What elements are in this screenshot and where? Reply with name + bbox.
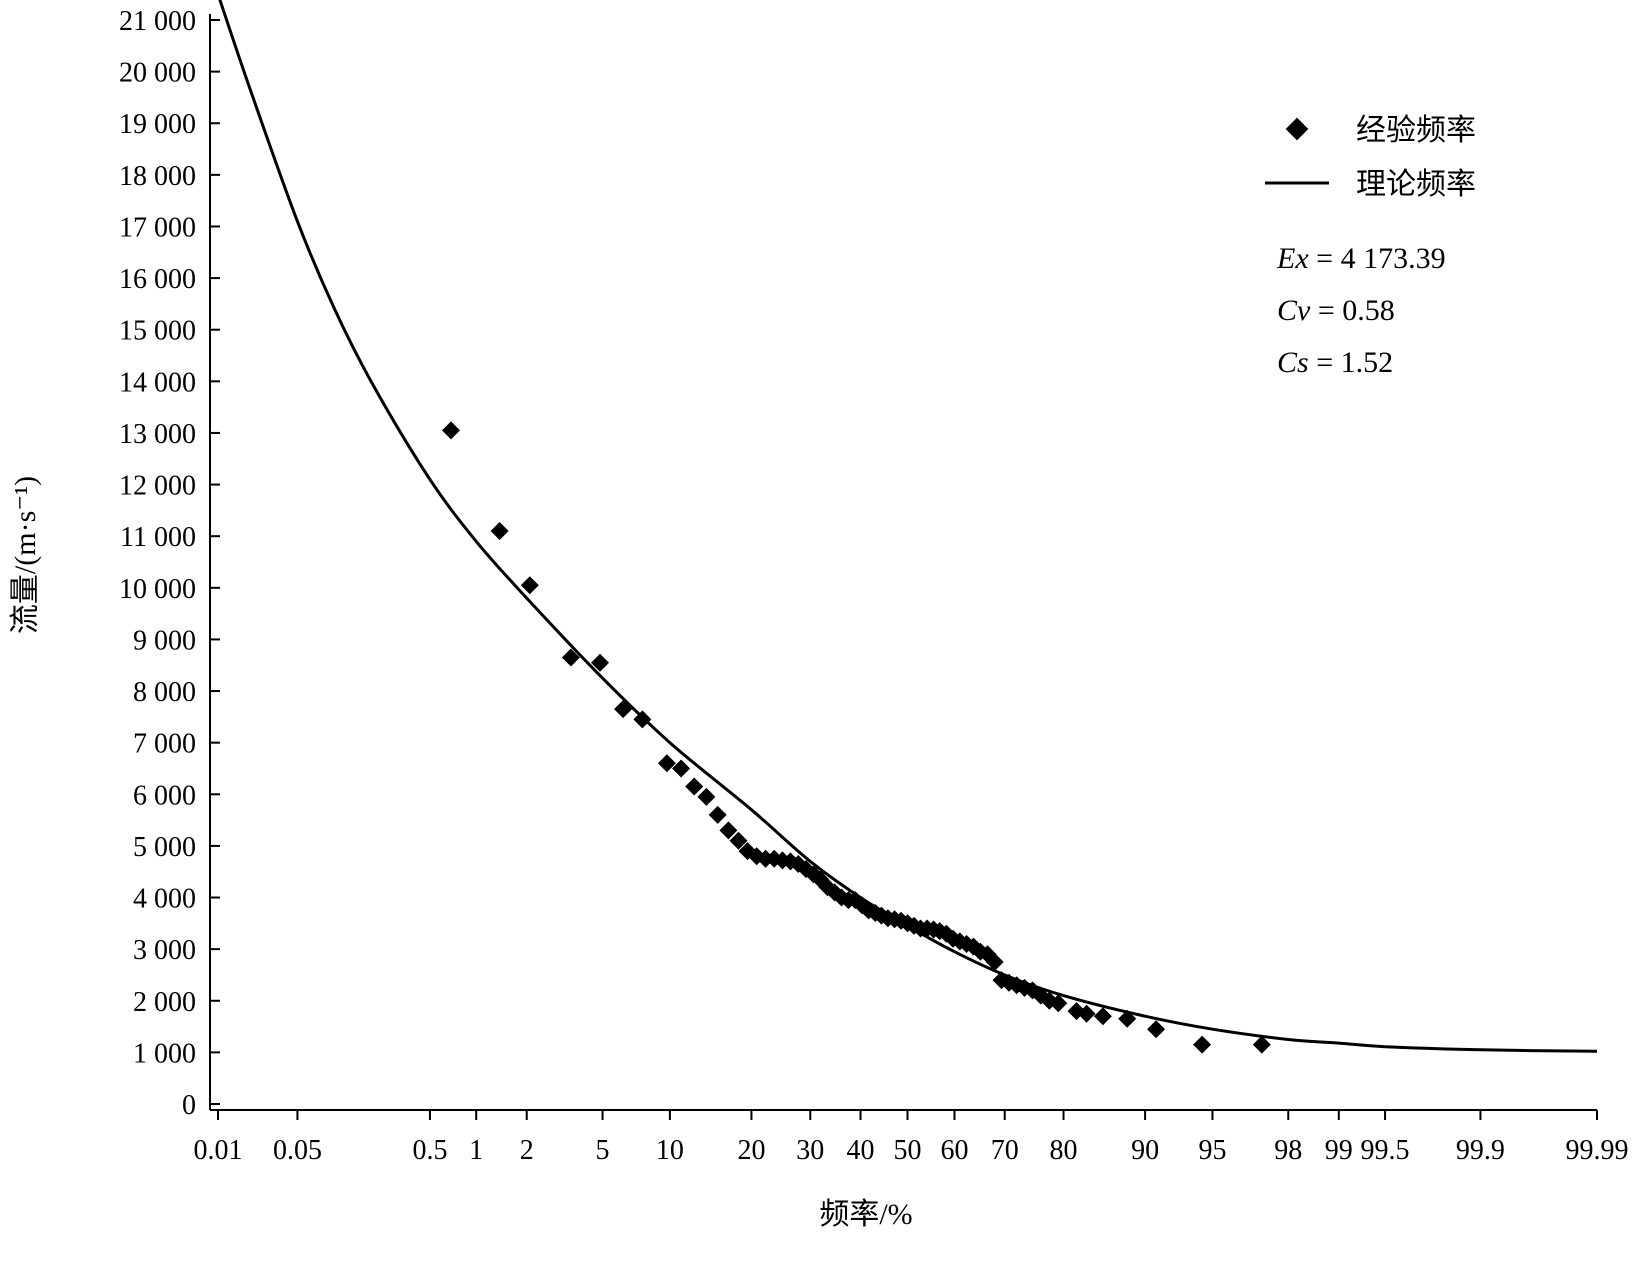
x-tick-label: 10 (656, 1135, 684, 1166)
y-tick-label: 9 000 (133, 625, 196, 656)
y-tick-label: 4 000 (133, 884, 196, 915)
empirical-point (729, 831, 748, 850)
legend-diamond-marker (1285, 117, 1309, 141)
x-tick-label: 99 (1325, 1135, 1353, 1166)
x-tick-label: 99.5 (1361, 1135, 1410, 1166)
x-tick-label: 60 (940, 1135, 968, 1166)
y-tick-label: 5 000 (133, 832, 196, 863)
empirical-point (1077, 1004, 1096, 1023)
y-tick-label: 6 000 (133, 780, 196, 811)
empirical-point (520, 576, 539, 595)
empirical-point (1118, 1009, 1137, 1028)
empirical-point (708, 805, 727, 824)
x-tick-label: 20 (737, 1135, 765, 1166)
x-tick-label: 40 (847, 1135, 875, 1166)
y-tick-label: 14 000 (119, 367, 196, 398)
x-tick-label: 99.99 (1566, 1135, 1629, 1166)
empirical-point (614, 700, 633, 719)
param-cv: Cv = 0.58 (1277, 294, 1395, 327)
x-tick-label: 50 (894, 1135, 922, 1166)
empirical-point (633, 710, 652, 729)
x-tick-label: 80 (1050, 1135, 1078, 1166)
y-tick-label: 1 000 (133, 1038, 196, 1069)
param-ex: Ex = 4 173.39 (1276, 242, 1446, 275)
y-tick-label: 19 000 (119, 109, 196, 140)
y-tick-label: 7 000 (133, 729, 196, 760)
empirical-point (985, 953, 1004, 971)
empirical-point (672, 759, 691, 778)
empirical-point (490, 522, 509, 540)
empirical-point (1147, 1020, 1166, 1039)
legend-label-theoretical: 理论频率 (1356, 168, 1476, 201)
x-tick-label: 95 (1198, 1135, 1226, 1166)
empirical-point (561, 648, 580, 667)
empirical-point (685, 777, 704, 796)
parameter-block: Ex = 4 173.39 Cv = 0.58 Cs = 1.52 (1276, 242, 1446, 379)
x-tick-label: 0.5 (412, 1135, 447, 1166)
x-tick-label: 1 (469, 1135, 483, 1166)
legend-label-empirical: 经验频率 (1356, 114, 1476, 147)
x-tick-label: 30 (796, 1135, 824, 1166)
y-tick-label: 17 000 (119, 212, 196, 243)
empirical-points-layer (442, 421, 1271, 1054)
x-tick-label: 90 (1131, 1135, 1159, 1166)
y-tick-label: 13 000 (119, 419, 196, 450)
empirical-point (1093, 1007, 1112, 1026)
legend: 经验频率 理论频率 (1265, 114, 1476, 201)
empirical-point (591, 653, 609, 672)
empirical-point (657, 754, 676, 773)
y-tick-label: 20 000 (119, 58, 196, 89)
empirical-point (719, 821, 738, 840)
empirical-point (1193, 1035, 1212, 1054)
y-tick-label: 21 000 (119, 6, 196, 37)
axes-layer: 0 1 000 2 000 3 000 4 000 5 000 6 000 7 000 8 00… (119, 6, 1629, 1166)
y-tick-label: 18 000 (119, 161, 196, 192)
theoretical-curve-line (218, 0, 1598, 1053)
empirical-point (697, 787, 716, 806)
empirical-point (1049, 994, 1068, 1013)
y-tick-label: 15 000 (119, 316, 196, 347)
empirical-point (1252, 1035, 1271, 1054)
empirical-point (442, 421, 460, 440)
y-tick-label: 12 000 (119, 471, 196, 502)
y-tick-label: 0 (182, 1090, 196, 1121)
y-axis-label: 流量/(m·s⁻¹) (9, 476, 42, 634)
y-tick-label: 10 000 (119, 574, 196, 605)
param-cs: Cs = 1.52 (1277, 346, 1393, 379)
theoretical-curve-layer (218, 0, 1598, 1053)
x-axis-label: 频率/% (819, 1198, 912, 1231)
x-tick-label: 0.05 (273, 1135, 322, 1166)
y-tick-label: 8 000 (133, 677, 196, 708)
x-tick-label: 70 (991, 1135, 1019, 1166)
y-tick-label: 2 000 (133, 987, 196, 1018)
y-tick-label: 3 000 (133, 935, 196, 966)
y-tick-label: 16 000 (119, 264, 196, 295)
y-tick-label: 11 000 (120, 522, 196, 553)
x-tick-label: 2 (520, 1135, 534, 1166)
x-tick-label: 5 (596, 1135, 610, 1166)
x-tick-label: 99.9 (1456, 1135, 1505, 1166)
x-tick-label: 0.01 (194, 1135, 243, 1166)
x-tick-label: 98 (1274, 1135, 1302, 1166)
